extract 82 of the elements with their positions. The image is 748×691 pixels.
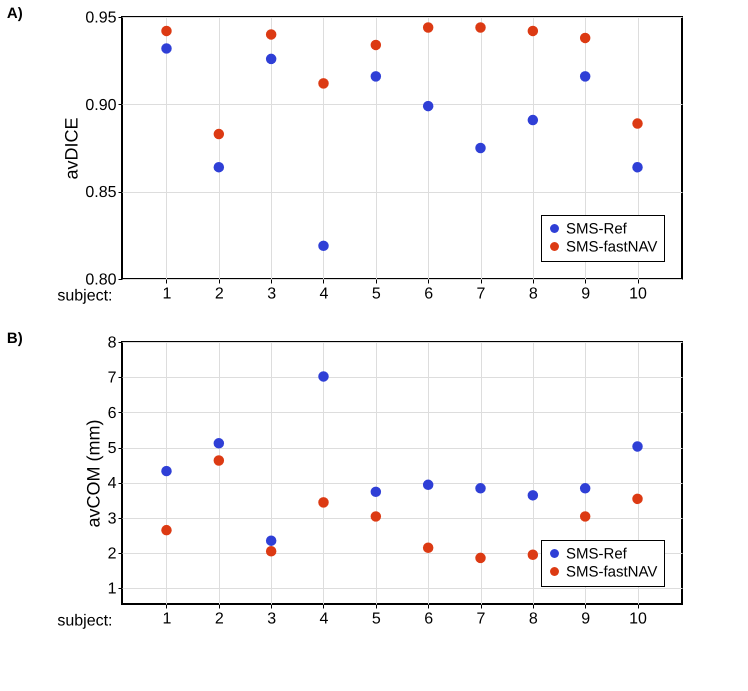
y-tick-label: 8 (108, 334, 117, 352)
point (528, 550, 538, 560)
point (214, 162, 224, 172)
legend-label: SMS-fastNAV (566, 564, 658, 580)
x-tick-label: 1 (162, 610, 172, 628)
point (632, 494, 643, 504)
point (318, 371, 329, 382)
y-tick-label: 7 (108, 370, 117, 387)
chart-title: A) (6, 5, 23, 22)
point (422, 542, 434, 553)
y-tick-label: 0.85 (85, 184, 117, 202)
point (161, 524, 172, 536)
point (422, 480, 434, 490)
point (475, 142, 486, 154)
y-tick-label: 6 (108, 404, 117, 422)
x-tick-label: 9 (581, 286, 590, 302)
x-tick-label: 5 (372, 610, 381, 628)
point (475, 552, 486, 564)
point (475, 483, 486, 494)
y-tick-label: 4 (108, 475, 117, 492)
legend-label: SMS-Ref (566, 220, 628, 238)
x-tick-label: 10 (629, 610, 648, 628)
x-tick-label: 9 (581, 610, 590, 628)
legend-label: SMS-fastNAV (566, 238, 658, 256)
point (266, 29, 276, 40)
point (632, 162, 643, 172)
chart-title: B) (6, 330, 23, 347)
x-tick-label: 2 (214, 286, 224, 302)
y-axis-title: avCOM (mm) (84, 420, 104, 528)
y-tick-label: 0.80 (85, 272, 117, 288)
x-tick-label: 3 (267, 610, 276, 628)
x-tick-label: 5 (372, 286, 381, 302)
point (422, 100, 434, 112)
y-tick-label: 3 (108, 510, 117, 528)
point (370, 486, 382, 498)
y-tick-label: 0.90 (85, 96, 117, 114)
x-tick-label: 10 (629, 286, 648, 302)
point (580, 71, 590, 82)
x-axis-title: subject: (57, 612, 112, 630)
x-tick-label: 3 (267, 286, 276, 302)
x-tick-label: 6 (424, 286, 434, 302)
point (161, 26, 172, 36)
point (318, 78, 329, 89)
point (422, 22, 434, 33)
point (266, 535, 276, 546)
x-tick-label: 8 (528, 610, 538, 628)
point (475, 22, 486, 33)
y-tick-label: 0.95 (85, 10, 117, 26)
y-tick-label: 1 (108, 580, 117, 598)
x-tick-label: 4 (320, 610, 329, 628)
x-tick-label: 6 (424, 610, 434, 628)
x-axis-title: subject: (57, 288, 112, 304)
point (528, 490, 538, 501)
x-tick-label: 2 (214, 610, 224, 628)
point (632, 441, 643, 452)
x-tick-label: 4 (320, 286, 329, 302)
y-axis-title: avDICE (61, 117, 82, 180)
point (370, 40, 382, 50)
point (580, 511, 590, 522)
y-tick-label: 2 (108, 546, 117, 563)
point (161, 43, 172, 54)
point (161, 466, 172, 476)
point (214, 128, 224, 140)
point (632, 118, 643, 129)
point (214, 438, 224, 449)
point (580, 32, 590, 44)
x-tick-label: 8 (528, 286, 538, 302)
point (318, 240, 329, 252)
x-tick-label: 7 (476, 610, 486, 628)
x-tick-label: 1 (162, 286, 172, 302)
point (370, 71, 382, 82)
point (528, 114, 538, 126)
point (528, 26, 538, 36)
point (580, 483, 590, 494)
x-tick-label: 7 (476, 286, 486, 302)
point (266, 54, 276, 64)
point (370, 511, 382, 522)
y-tick-label: 5 (108, 440, 117, 458)
point (266, 546, 276, 556)
point (318, 497, 329, 508)
legend-label: SMS-Ref (566, 546, 628, 562)
point (214, 455, 224, 466)
